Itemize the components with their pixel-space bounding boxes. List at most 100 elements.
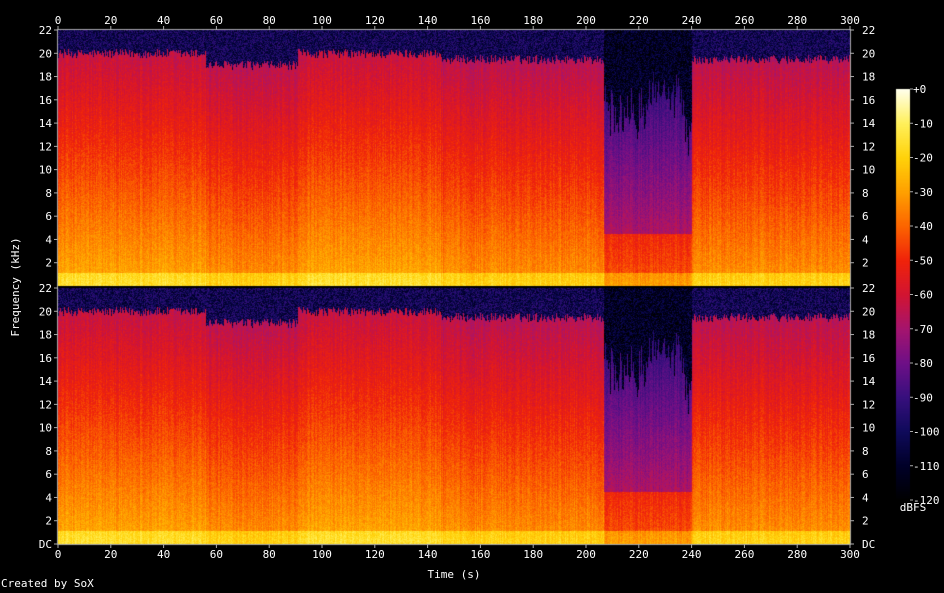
y-tick-label-left: DC — [39, 538, 52, 551]
x-tick-label-bottom: 20 — [104, 548, 117, 561]
colorbar-tick-label: -30 — [913, 186, 933, 199]
colorbar-tick-label: -100 — [913, 426, 940, 439]
x-tick-label-top: 120 — [365, 14, 385, 27]
y-tick-label-left: 12 — [39, 398, 52, 411]
x-tick-label-bottom: 100 — [312, 548, 332, 561]
y-tick-label-left: 6 — [45, 468, 52, 481]
colorbar-tick-label: -70 — [913, 323, 933, 336]
x-tick-label-top: 260 — [734, 14, 754, 27]
x-tick-label-top: 40 — [157, 14, 170, 27]
x-tick-label-top: 180 — [523, 14, 543, 27]
y-tick-label-right: 10 — [862, 164, 875, 177]
x-tick-label-top: 0 — [55, 14, 62, 27]
colorbar-tick-label: -40 — [913, 220, 933, 233]
y-tick-label-right: 22 — [862, 24, 875, 37]
y-tick-label-left: 14 — [39, 117, 53, 130]
y-tick-label-left: 10 — [39, 422, 52, 435]
x-tick-label-bottom: 0 — [55, 548, 62, 561]
x-tick-label-top: 220 — [629, 14, 649, 27]
y-tick-label-right: 4 — [862, 233, 869, 246]
y-tick-label-right: 14 — [862, 375, 876, 388]
y-tick-label-left: 4 — [45, 233, 52, 246]
x-tick-label-top: 80 — [263, 14, 276, 27]
x-ticks-bottom: 0 20 40 60 80 100 120 140 160 180 200 220 240 260 280 3… — [55, 544, 860, 561]
y-tick-label-right: 20 — [862, 47, 875, 60]
y-tick-label-left: 4 — [45, 491, 52, 504]
y-tick-label-right: 22 — [862, 282, 875, 295]
y-tick-label-left: 16 — [39, 352, 52, 365]
x-tick-label-top: 160 — [470, 14, 490, 27]
y-tick-label-left: 6 — [45, 210, 52, 223]
y-tick-label-left: 18 — [39, 329, 52, 342]
y-tick-label-left: 16 — [39, 94, 52, 107]
x-axis-label: Time (s) — [428, 568, 481, 581]
x-tick-label-bottom: 80 — [263, 548, 276, 561]
x-tick-label-bottom: 180 — [523, 548, 543, 561]
x-tick-label-bottom: 300 — [840, 548, 860, 561]
y-tick-label-right: 18 — [862, 329, 875, 342]
colorbar-tick-label: -50 — [913, 254, 933, 267]
y-tick-label-right: 16 — [862, 352, 875, 365]
colorbar-tick-label: -10 — [913, 117, 933, 130]
colorbar-ticks: +0 -10 -20 -30 -40 -50 -60 -70 -80 -90 -100 -110 -12… — [910, 83, 940, 507]
x-tick-label-bottom: 260 — [734, 548, 754, 561]
x-tick-label-top: 60 — [210, 14, 223, 27]
y-tick-label-left: 2 — [45, 257, 52, 270]
y-tick-label-left: 14 — [39, 375, 53, 388]
x-tick-label-bottom: 120 — [365, 548, 385, 561]
y-tick-label-right: 2 — [862, 515, 869, 528]
y-tick-label-right: 12 — [862, 398, 875, 411]
x-tick-label-bottom: 40 — [157, 548, 170, 561]
x-tick-label-top: 200 — [576, 14, 596, 27]
y-tick-label-right: 8 — [862, 187, 869, 200]
y-tick-label-right: 8 — [862, 445, 869, 458]
colorbar-tick-label: +0 — [913, 83, 926, 96]
colorbar-tick-label: -90 — [913, 391, 933, 404]
y-tick-label-right: 6 — [862, 468, 869, 481]
y-tick-label-left: 2 — [45, 515, 52, 528]
colorbar-tick-label: -80 — [913, 357, 933, 370]
x-tick-label-top: 140 — [418, 14, 438, 27]
y-tick-label-left: 8 — [45, 445, 52, 458]
y-tick-label-left: 22 — [39, 24, 52, 37]
y-tick-label-right: 20 — [862, 305, 875, 318]
x-tick-label-top: 280 — [787, 14, 807, 27]
y-tick-label-left: 20 — [39, 47, 52, 60]
x-tick-label-top: 300 — [840, 14, 860, 27]
x-tick-label-top: 20 — [104, 14, 117, 27]
colorbar-tick-label: -60 — [913, 289, 933, 302]
x-tick-label-bottom: 280 — [787, 548, 807, 561]
y-tick-label-right: 10 — [862, 422, 875, 435]
colorbar-tick-label: -110 — [913, 460, 940, 473]
y-tick-label-left: 18 — [39, 71, 52, 84]
x-tick-label-bottom: 140 — [418, 548, 438, 561]
y-tick-label-left: 22 — [39, 282, 52, 295]
colorbar-label: dBFS — [900, 501, 927, 514]
x-tick-label-bottom: 200 — [576, 548, 596, 561]
y-tick-label-right: 2 — [862, 257, 869, 270]
x-tick-label-bottom: 160 — [470, 548, 490, 561]
x-tick-label-top: 240 — [682, 14, 702, 27]
y-tick-label-right: 16 — [862, 94, 875, 107]
y-tick-label-right: 6 — [862, 210, 869, 223]
y-tick-label-left: 10 — [39, 164, 52, 177]
y-axis-label: Frequency (kHz) — [9, 237, 22, 336]
x-ticks-top: 0 20 40 60 80 100 120 140 160 180 200 220 240 260 280 3… — [55, 14, 860, 30]
y-tick-label-right: 12 — [862, 140, 875, 153]
y-tick-label-left: 20 — [39, 305, 52, 318]
x-tick-label-bottom: 220 — [629, 548, 649, 561]
y-tick-label-right: 18 — [862, 71, 875, 84]
credit-text: Created by SoX — [1, 577, 94, 590]
y-tick-label-left: 8 — [45, 187, 52, 200]
x-tick-label-bottom: 60 — [210, 548, 223, 561]
x-tick-label-top: 100 — [312, 14, 332, 27]
x-tick-label-bottom: 240 — [682, 548, 702, 561]
colorbar-tick-label: -120 — [913, 494, 940, 507]
y-tick-label-right: DC — [862, 538, 875, 551]
colorbar-tick-label: -20 — [913, 152, 933, 165]
y-tick-label-right: 14 — [862, 117, 876, 130]
